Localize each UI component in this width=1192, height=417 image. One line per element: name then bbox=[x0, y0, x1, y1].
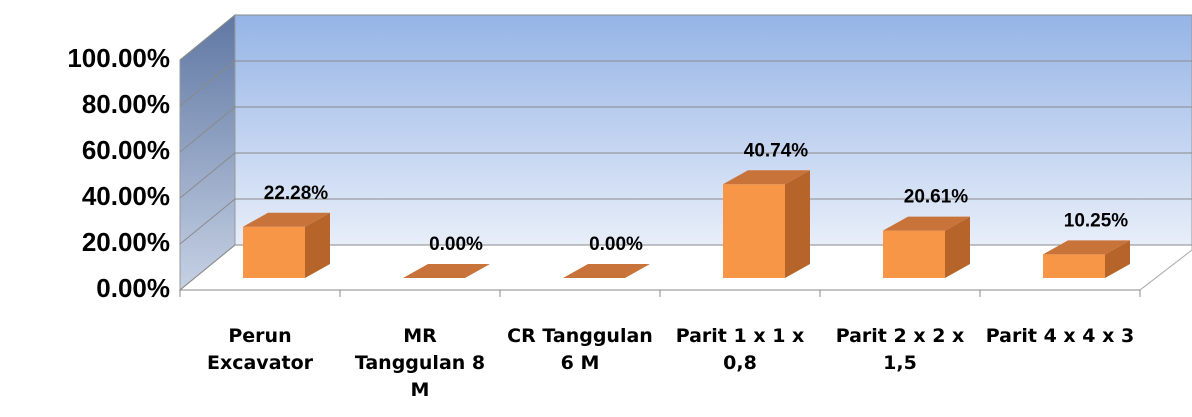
x-tick-label: Parit 4 x 4 x 3 bbox=[985, 325, 1135, 347]
bar-side bbox=[785, 170, 810, 278]
bar-front bbox=[883, 230, 945, 278]
grid-line bbox=[179, 14, 1192, 61]
grid-line bbox=[179, 198, 1192, 245]
bar-front bbox=[723, 184, 785, 278]
grid-line bbox=[179, 244, 1192, 291]
x-tick-label: Parit 2 x 2 x 1,5 bbox=[835, 325, 965, 374]
bar-front bbox=[243, 226, 305, 278]
x-tick-label: Perun Excavator bbox=[206, 325, 314, 374]
value-label: 0.00% bbox=[589, 234, 643, 255]
grid-line bbox=[179, 152, 1192, 199]
bar-side bbox=[945, 216, 970, 278]
value-label: 0.00% bbox=[429, 234, 483, 255]
y-tick-label: 20.00% bbox=[82, 227, 170, 257]
bar-top bbox=[723, 170, 810, 185]
bar bbox=[403, 264, 490, 278]
bar-top bbox=[563, 264, 650, 278]
bar bbox=[883, 216, 970, 278]
y-tick-label: 40.00% bbox=[82, 181, 170, 211]
bar-top bbox=[403, 264, 490, 278]
y-tick-label: 80.00% bbox=[82, 89, 170, 119]
y-tick-label: 0.00% bbox=[96, 273, 170, 303]
x-tick-label: CR Tanggulan 6 M bbox=[507, 325, 653, 374]
bar-side bbox=[1105, 240, 1130, 278]
x-tick-label: MR Tanggulan 8 M bbox=[354, 325, 486, 401]
x-tick-label: Parit 1 x 1 x 0,8 bbox=[675, 325, 805, 374]
bar-top bbox=[243, 212, 330, 227]
grid-line bbox=[179, 60, 1192, 107]
bar-top bbox=[883, 216, 970, 231]
floor bbox=[178, 244, 1192, 291]
side-wall bbox=[179, 13, 236, 292]
bar-top bbox=[1043, 240, 1130, 255]
value-label: 10.25% bbox=[1064, 210, 1129, 231]
y-tick-label: 100.00% bbox=[67, 43, 170, 73]
bar bbox=[563, 264, 650, 278]
bar-side bbox=[305, 212, 330, 278]
y-tick-label: 60.00% bbox=[82, 135, 170, 165]
back-wall bbox=[234, 14, 1192, 246]
bar bbox=[723, 170, 810, 278]
bar-front bbox=[1043, 254, 1105, 278]
grid-line bbox=[179, 106, 1192, 153]
bar bbox=[243, 212, 330, 278]
value-label: 22.28% bbox=[264, 183, 329, 204]
bar bbox=[1043, 240, 1130, 278]
value-label: 40.74% bbox=[744, 140, 809, 161]
value-label: 20.61% bbox=[904, 187, 969, 208]
